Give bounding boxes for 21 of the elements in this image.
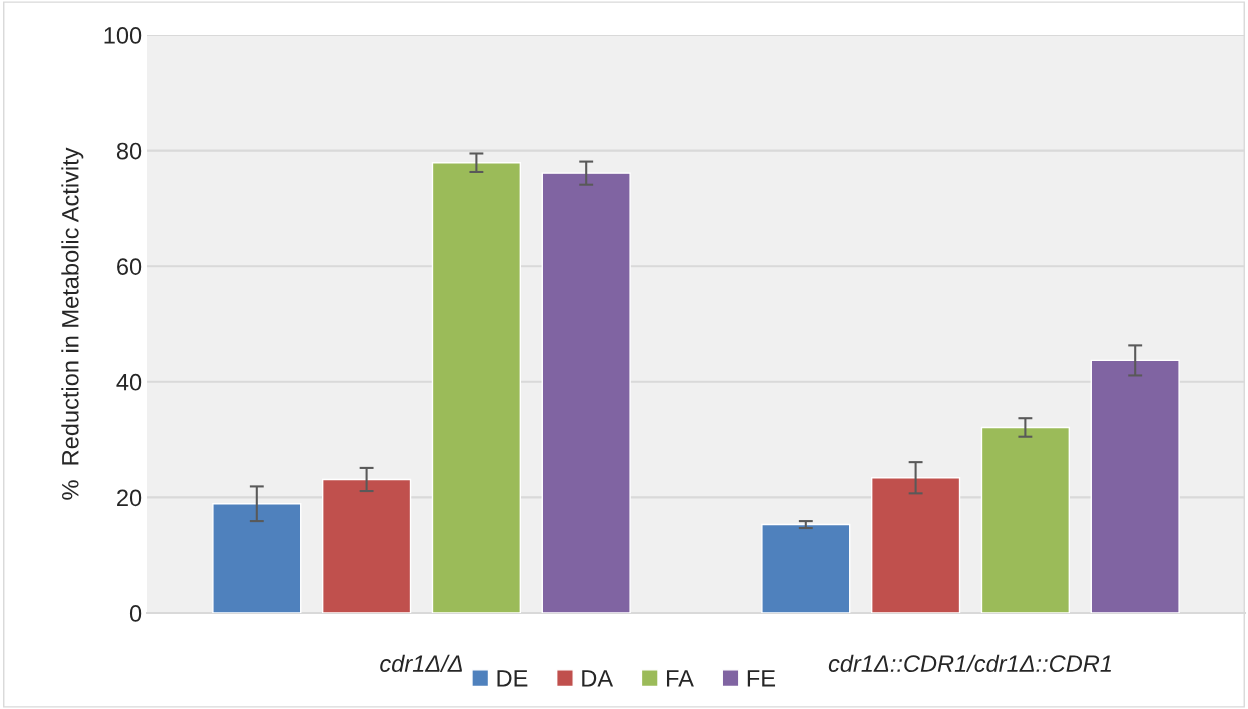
legend-label: DE — [497, 670, 528, 687]
x-tick-label: cdr1Δ/Δ — [380, 654, 462, 673]
y-tick-label: 60 — [117, 258, 142, 275]
y-tick-label: 20 — [117, 489, 142, 507]
bar — [980, 426, 1071, 613]
bar — [431, 162, 522, 613]
y-axis-title: % Reduction in Metabolic Activity — [61, 147, 84, 500]
legend-label: FE — [747, 670, 776, 687]
x-tick-label: cdr1Δ::CDR1/cdr1Δ::CDR1 — [828, 654, 1111, 673]
y-tick-label: 0 — [129, 605, 142, 622]
legend-label: DA — [582, 670, 614, 687]
bar — [212, 503, 302, 613]
bar — [321, 478, 412, 613]
y-tick-label: 100 — [104, 27, 142, 44]
bar — [761, 523, 851, 613]
y-tick-label: 40 — [116, 373, 142, 391]
bar — [870, 477, 961, 613]
y-tick-label: 80 — [116, 142, 142, 160]
legend-label: FA — [666, 670, 694, 687]
bar — [541, 172, 631, 613]
bar — [1090, 359, 1180, 613]
